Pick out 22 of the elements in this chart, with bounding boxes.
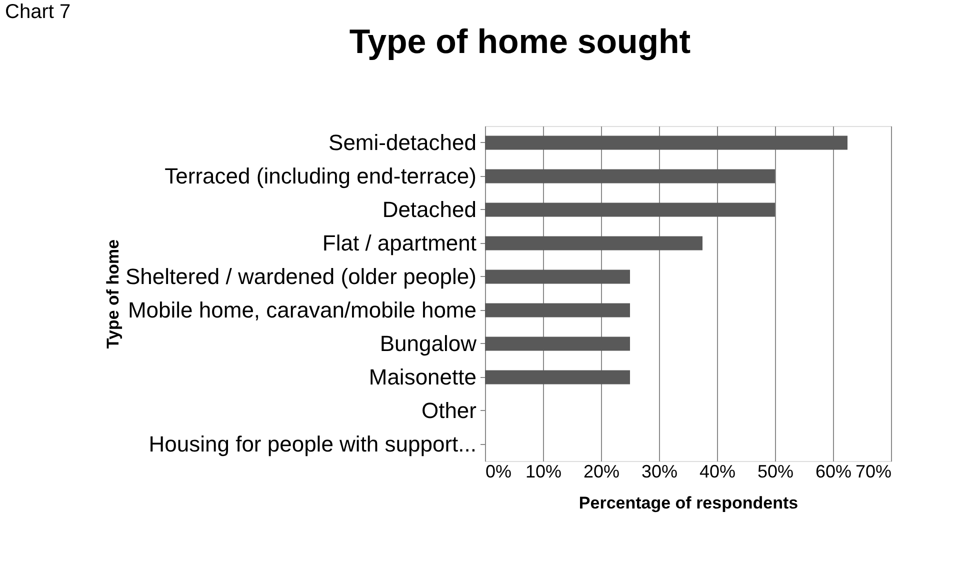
- y-tick-label: Detached: [382, 196, 476, 222]
- x-tick-label: 70%: [855, 462, 892, 482]
- y-tick-label: Maisonette: [368, 364, 476, 390]
- caption: Chart 7: [5, 1, 71, 23]
- chart-title: Type of home sought: [349, 23, 691, 61]
- x-axis-title: Percentage of respondents: [578, 494, 798, 512]
- y-tick-label: Other: [421, 398, 476, 423]
- x-tick-label: 0%: [486, 462, 512, 482]
- y-tick-label: Flat / apartment: [322, 230, 476, 256]
- y-tick-label: Semi-detached: [328, 130, 476, 155]
- x-tick-label: 60%: [815, 462, 852, 482]
- y-tick-label: Sheltered / wardened (older people): [125, 264, 476, 289]
- x-tick-label: 10%: [525, 462, 562, 482]
- y-tick-label: Terraced (including end-terrace): [164, 163, 476, 188]
- x-tick-label: 30%: [641, 462, 678, 482]
- x-tick-label: 20%: [583, 462, 620, 482]
- y-axis-title: Type of home: [104, 239, 122, 349]
- x-tick-label: 50%: [757, 462, 794, 482]
- x-tick-label: 40%: [699, 462, 736, 482]
- y-tick-label: Housing for people with support...: [148, 431, 476, 456]
- y-tick-label: Bungalow: [380, 330, 477, 356]
- y-tick-label: Mobile home, caravan/mobile home: [128, 297, 476, 322]
